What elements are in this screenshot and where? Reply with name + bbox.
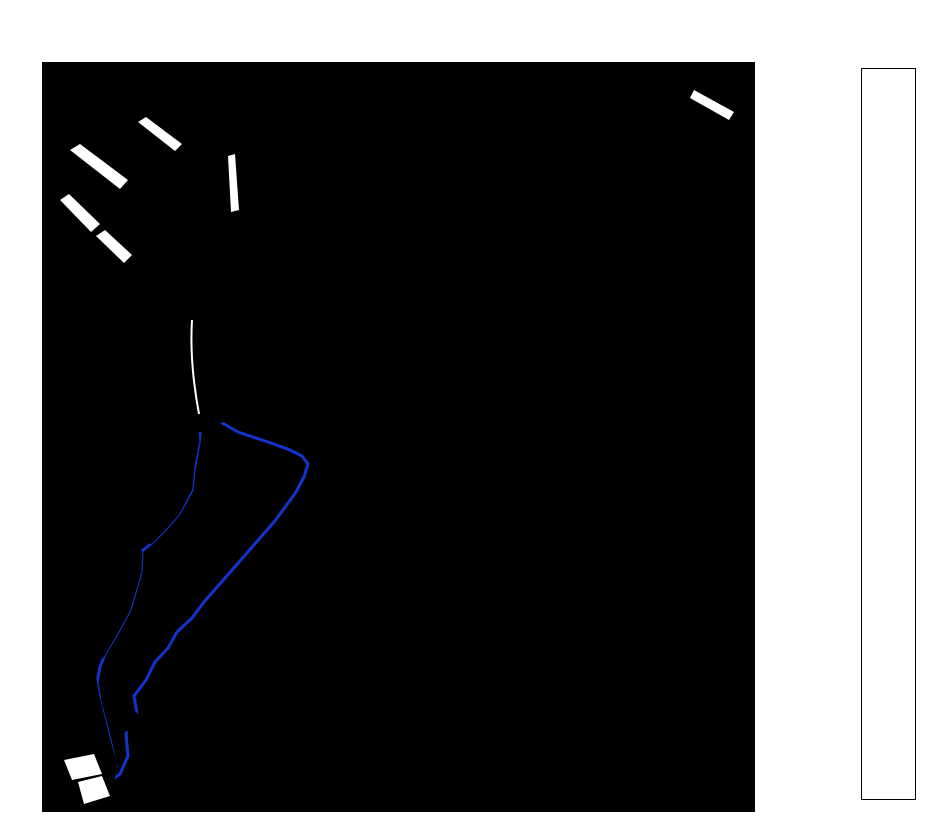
- river-st-lawrence: [138, 117, 182, 151]
- lake-champlain: [228, 154, 239, 212]
- sound-pamlico: [78, 776, 110, 804]
- land-cape-cod: [371, 328, 406, 361]
- sst-gulf-of-maine-patch: [390, 257, 476, 329]
- river-hudson: [190, 319, 200, 415]
- land-long-island: [193, 395, 309, 433]
- sst-bay-of-fundy-patch: [590, 75, 668, 172]
- land-layer: [42, 62, 755, 812]
- land-chignecto: [653, 62, 677, 93]
- land-mainland: [42, 62, 552, 812]
- sst-eastern-maine-patch: [521, 162, 628, 264]
- sst-delaware-bay: [108, 505, 154, 558]
- map-svg: [42, 62, 755, 812]
- lake-streak: [96, 230, 132, 263]
- minas-basin: [690, 90, 734, 120]
- land-new-brunswick-wedge: [539, 62, 595, 88]
- colorbar-gradient: [861, 68, 916, 800]
- sst-plume-cyan-streak: [122, 710, 142, 734]
- sst-plume-cyan-streak: [138, 616, 214, 718]
- sst-plume-cyan-streak: [192, 554, 256, 628]
- lake-streak: [70, 144, 128, 189]
- island-nantucket: [389, 382, 405, 390]
- land-nova-scotia: [671, 62, 755, 255]
- island-marthas-vineyard: [359, 373, 379, 384]
- sound-pamlico: [64, 754, 102, 780]
- map-plot: [42, 62, 755, 812]
- plot-border: [42, 62, 755, 812]
- inland-water-layer: [60, 90, 734, 804]
- lake-streak: [60, 194, 100, 232]
